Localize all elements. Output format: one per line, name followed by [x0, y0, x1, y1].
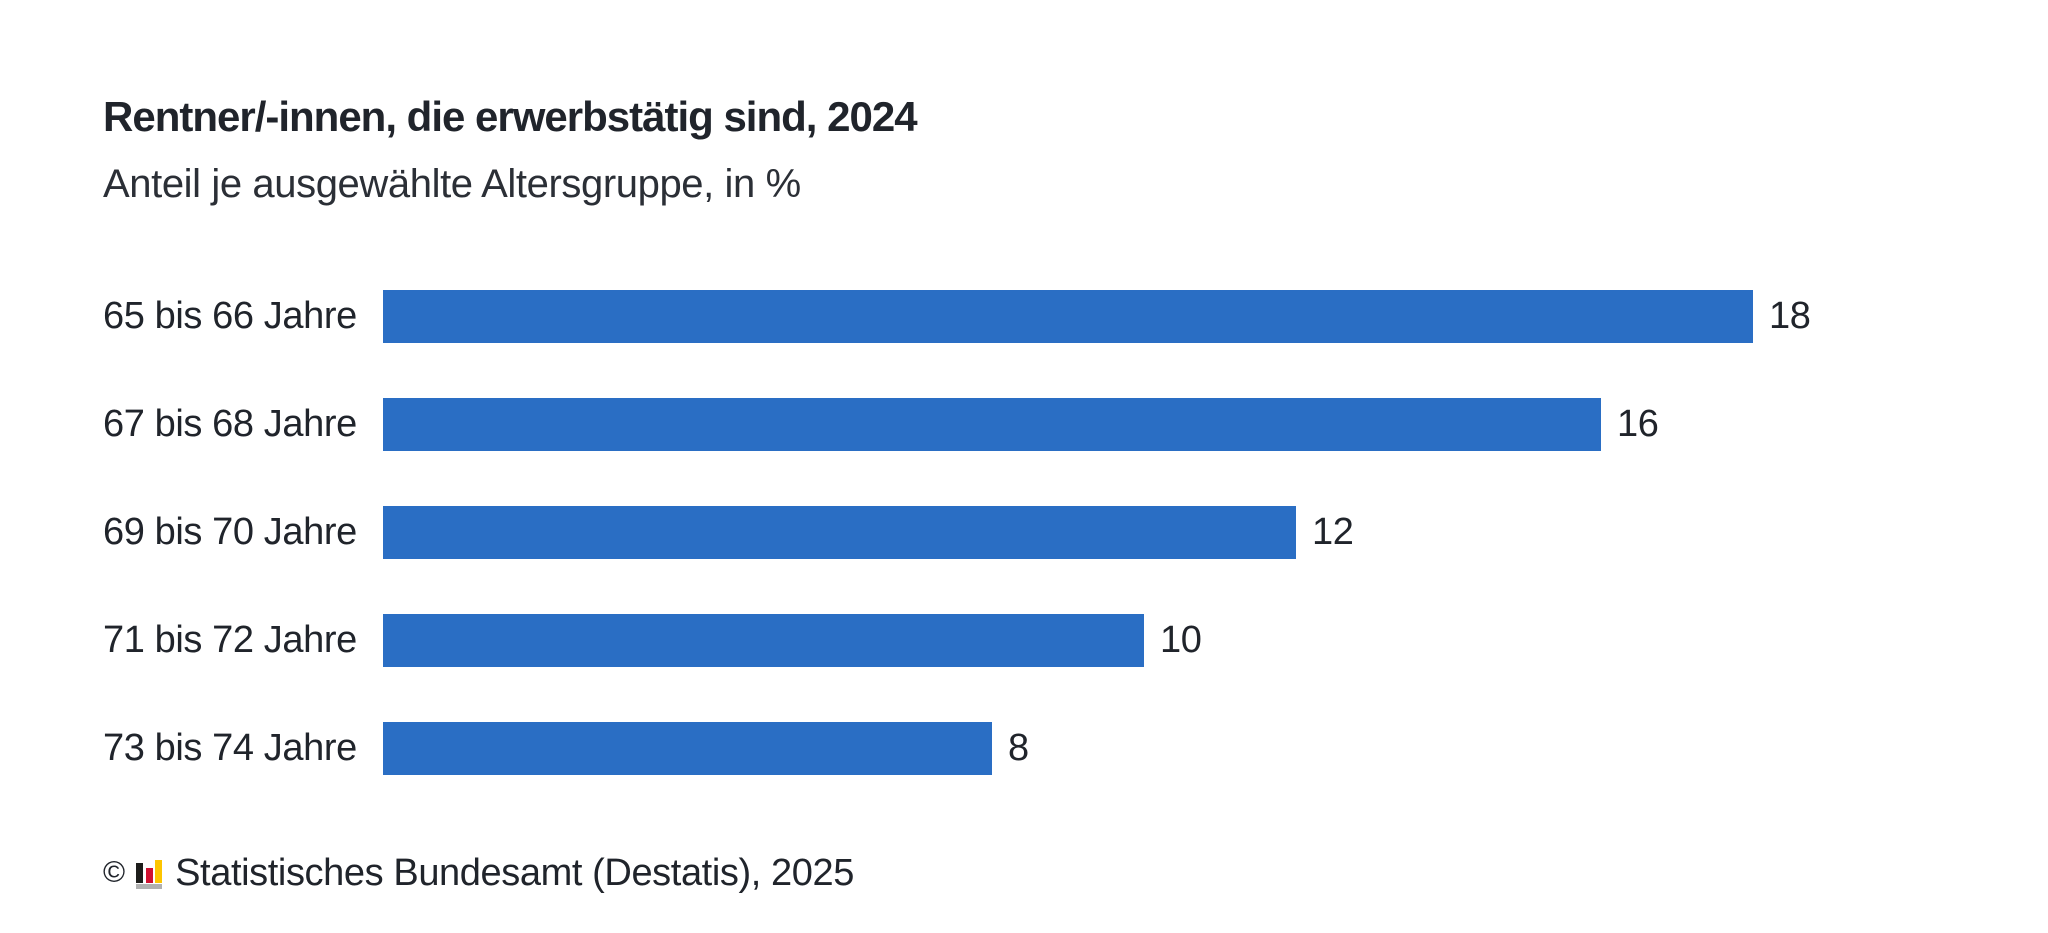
bar: [383, 506, 1296, 559]
source-text: Statistisches Bundesamt (Destatis), 2025: [175, 852, 854, 894]
destatis-bar-chart-icon: [136, 859, 163, 889]
category-label: 71 bis 72 Jahre: [103, 619, 357, 661]
value-label: 16: [1617, 403, 1659, 445]
bar: [383, 398, 1601, 451]
category-label: 73 bis 74 Jahre: [103, 727, 357, 769]
chart-row: 67 bis 68 Jahre 16: [103, 398, 2048, 451]
bar: [383, 614, 1144, 667]
chart-row: 73 bis 74 Jahre 8: [103, 722, 2048, 775]
category-label: 65 bis 66 Jahre: [103, 295, 357, 337]
value-label: 18: [1769, 295, 1811, 337]
value-label: 12: [1312, 511, 1354, 553]
bar: [383, 290, 1753, 343]
bar-chart-plot-area: 65 bis 66 Jahre 18 67 bis 68 Jahre 16 69 bis…: [103, 290, 2048, 830]
chart-title: Rentner/-innen, die erwerbstätig sind, 2…: [103, 93, 918, 140]
bar: [383, 722, 992, 775]
chart-subtitle: Anteil je ausgewählte Altersgruppe, in %: [103, 162, 801, 206]
source-line: © Statistisches Bundesamt (Destatis), 20…: [103, 854, 854, 892]
value-label: 8: [1008, 727, 1029, 769]
chart-row: 69 bis 70 Jahre 12: [103, 506, 2048, 559]
chart-row: 71 bis 72 Jahre 10: [103, 614, 2048, 667]
chart-row: 65 bis 66 Jahre 18: [103, 290, 2048, 343]
value-label: 10: [1160, 619, 1202, 661]
category-label: 69 bis 70 Jahre: [103, 511, 357, 553]
copyright-symbol: ©: [103, 856, 126, 889]
category-label: 67 bis 68 Jahre: [103, 403, 357, 445]
